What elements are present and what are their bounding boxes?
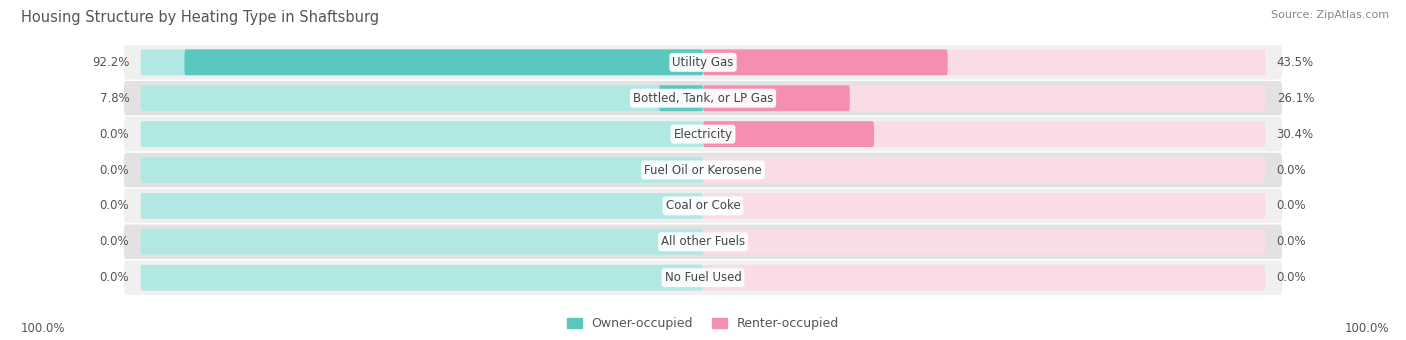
FancyBboxPatch shape [703, 121, 1265, 147]
FancyBboxPatch shape [141, 265, 703, 291]
FancyBboxPatch shape [141, 85, 703, 111]
FancyBboxPatch shape [141, 121, 703, 147]
Text: 26.1%: 26.1% [1277, 92, 1315, 105]
Text: No Fuel Used: No Fuel Used [665, 271, 741, 284]
Text: 0.0%: 0.0% [100, 271, 129, 284]
FancyBboxPatch shape [141, 193, 703, 219]
Text: Source: ZipAtlas.com: Source: ZipAtlas.com [1271, 10, 1389, 20]
Text: Housing Structure by Heating Type in Shaftsburg: Housing Structure by Heating Type in Sha… [21, 10, 380, 25]
FancyBboxPatch shape [703, 193, 1265, 219]
Text: 0.0%: 0.0% [1277, 164, 1306, 176]
Legend: Owner-occupied, Renter-occupied: Owner-occupied, Renter-occupied [562, 313, 844, 334]
Text: 0.0%: 0.0% [100, 235, 129, 248]
FancyBboxPatch shape [124, 81, 1282, 116]
Text: Utility Gas: Utility Gas [672, 56, 734, 69]
Text: 0.0%: 0.0% [100, 128, 129, 141]
FancyBboxPatch shape [703, 49, 948, 75]
FancyBboxPatch shape [141, 157, 703, 183]
Text: 7.8%: 7.8% [100, 92, 129, 105]
Text: 30.4%: 30.4% [1277, 128, 1313, 141]
Text: All other Fuels: All other Fuels [661, 235, 745, 248]
FancyBboxPatch shape [124, 224, 1282, 259]
FancyBboxPatch shape [141, 49, 703, 75]
Text: 0.0%: 0.0% [100, 164, 129, 176]
Text: Electricity: Electricity [673, 128, 733, 141]
FancyBboxPatch shape [703, 121, 875, 147]
FancyBboxPatch shape [124, 189, 1282, 223]
FancyBboxPatch shape [703, 265, 1265, 291]
FancyBboxPatch shape [124, 117, 1282, 151]
FancyBboxPatch shape [659, 85, 703, 111]
Text: 43.5%: 43.5% [1277, 56, 1313, 69]
Text: Coal or Coke: Coal or Coke [665, 199, 741, 212]
Text: 100.0%: 100.0% [21, 322, 66, 335]
Text: 92.2%: 92.2% [91, 56, 129, 69]
Text: 0.0%: 0.0% [1277, 199, 1306, 212]
FancyBboxPatch shape [703, 85, 849, 111]
Text: 0.0%: 0.0% [1277, 271, 1306, 284]
FancyBboxPatch shape [124, 153, 1282, 187]
Text: 0.0%: 0.0% [1277, 235, 1306, 248]
FancyBboxPatch shape [124, 45, 1282, 80]
FancyBboxPatch shape [124, 260, 1282, 295]
Text: 0.0%: 0.0% [100, 199, 129, 212]
FancyBboxPatch shape [141, 229, 703, 255]
Text: Bottled, Tank, or LP Gas: Bottled, Tank, or LP Gas [633, 92, 773, 105]
Text: Fuel Oil or Kerosene: Fuel Oil or Kerosene [644, 164, 762, 176]
FancyBboxPatch shape [703, 157, 1265, 183]
FancyBboxPatch shape [703, 229, 1265, 255]
FancyBboxPatch shape [184, 49, 703, 75]
FancyBboxPatch shape [703, 85, 1265, 111]
Text: 100.0%: 100.0% [1344, 322, 1389, 335]
FancyBboxPatch shape [703, 49, 1265, 75]
